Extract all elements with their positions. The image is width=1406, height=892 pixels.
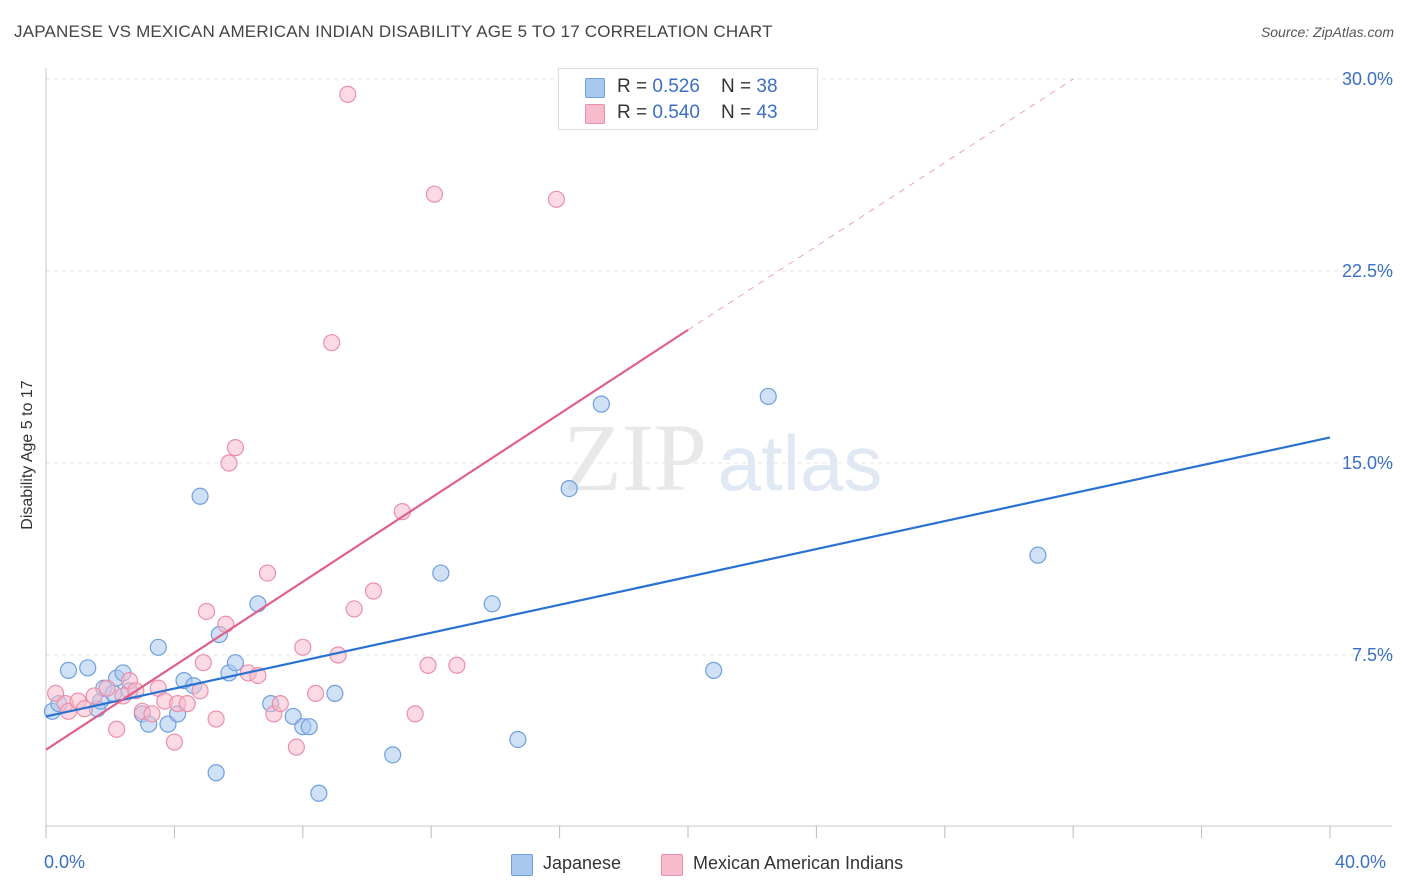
- japanese-point: [705, 661, 723, 679]
- japanese-point: [1029, 546, 1047, 564]
- mexican-point: [207, 710, 225, 728]
- japanese-point: [149, 638, 167, 656]
- mexican-point: [294, 638, 312, 656]
- y-tick-labels: 7.5% 15.0% 22.5% 30.0%: [1342, 69, 1393, 665]
- mexican-point: [220, 454, 238, 472]
- mexican-swatch: [585, 104, 605, 124]
- chart-title: JAPANESE VS MEXICAN AMERICAN INDIAN DISA…: [14, 22, 773, 41]
- japanese-point: [226, 654, 244, 672]
- mexican-swatch: [661, 854, 683, 876]
- trend-layer: [45, 78, 1331, 751]
- japanese-point: [592, 395, 610, 413]
- mexican-point: [419, 656, 437, 674]
- legend-n-label: N =: [721, 76, 757, 97]
- watermark-zip: ZIP: [563, 404, 707, 511]
- grid-layer: [46, 78, 1392, 656]
- legend-r-label: R =: [617, 102, 653, 123]
- japanese-point: [300, 718, 318, 736]
- japanese-point: [759, 387, 777, 406]
- mexican-point: [448, 656, 466, 674]
- legend-r-value: 0.526: [652, 76, 700, 97]
- mexican-point: [178, 695, 196, 713]
- japanese-point: [483, 595, 501, 613]
- mexican-point: [345, 600, 363, 618]
- mexican-point: [287, 738, 305, 756]
- x-tick-max: 40.0%: [1335, 852, 1387, 872]
- mexican-point: [217, 615, 235, 633]
- mexican-point: [406, 705, 424, 723]
- japanese-point: [509, 730, 527, 749]
- japanese-point: [560, 480, 578, 498]
- axis-layer: [45, 68, 1392, 838]
- japanese-point: [79, 659, 97, 677]
- japanese-point: [384, 746, 402, 764]
- legend-n-value: 43: [756, 102, 778, 123]
- mexican-point: [271, 695, 289, 713]
- mexican-point: [258, 564, 277, 582]
- mexican-trend-line-extension: [687, 78, 1074, 331]
- source-note: Source: ZipAtlas.com: [1260, 24, 1394, 40]
- japanese-point: [249, 595, 267, 613]
- mexican-point: [165, 733, 183, 751]
- watermark-atlas: atlas: [718, 419, 883, 507]
- x-tick-min: 0.0%: [44, 852, 86, 872]
- legend-r-label: R =: [617, 76, 653, 97]
- mexican-point: [194, 654, 212, 672]
- japanese-point: [326, 684, 344, 703]
- mexican-trend-line: [45, 328, 689, 751]
- mexican-point: [98, 679, 116, 697]
- mexican-point: [339, 85, 357, 103]
- y-tick-label: 30.0%: [1342, 69, 1393, 89]
- bottom-legend-label: Japanese: [543, 853, 622, 873]
- japanese-swatch: [585, 78, 605, 98]
- legend-n-label: N =: [721, 102, 757, 123]
- mexican-point: [323, 334, 341, 352]
- mexican-point: [547, 190, 565, 208]
- points-layer: [43, 85, 1047, 802]
- japanese-point: [310, 784, 328, 802]
- mexican-point: [226, 439, 244, 457]
- y-tick-label: 15.0%: [1342, 453, 1393, 473]
- japanese-point: [432, 564, 450, 582]
- mexican-point: [108, 720, 126, 738]
- bottom-legend-label: Mexican American Indians: [693, 853, 904, 873]
- mexican-point: [307, 684, 325, 703]
- legend-r-value: 0.540: [652, 102, 700, 123]
- japanese-swatch: [511, 854, 533, 876]
- japanese-point: [207, 764, 225, 782]
- mexican-point: [425, 185, 444, 203]
- japanese-point: [59, 661, 78, 679]
- japanese-trend-line: [45, 436, 1331, 718]
- legend-n-value: 38: [756, 76, 778, 97]
- mexican-point: [143, 705, 161, 723]
- mexican-point: [197, 602, 216, 621]
- y-tick-label: 7.5%: [1352, 645, 1393, 665]
- japanese-point: [191, 487, 209, 505]
- mexican-point: [364, 582, 383, 600]
- y-tick-label: 22.5%: [1342, 261, 1393, 281]
- legend-box: R = 0.526 N = 38 R = 0.540 N = 43: [558, 68, 818, 130]
- mexican-point: [85, 687, 103, 705]
